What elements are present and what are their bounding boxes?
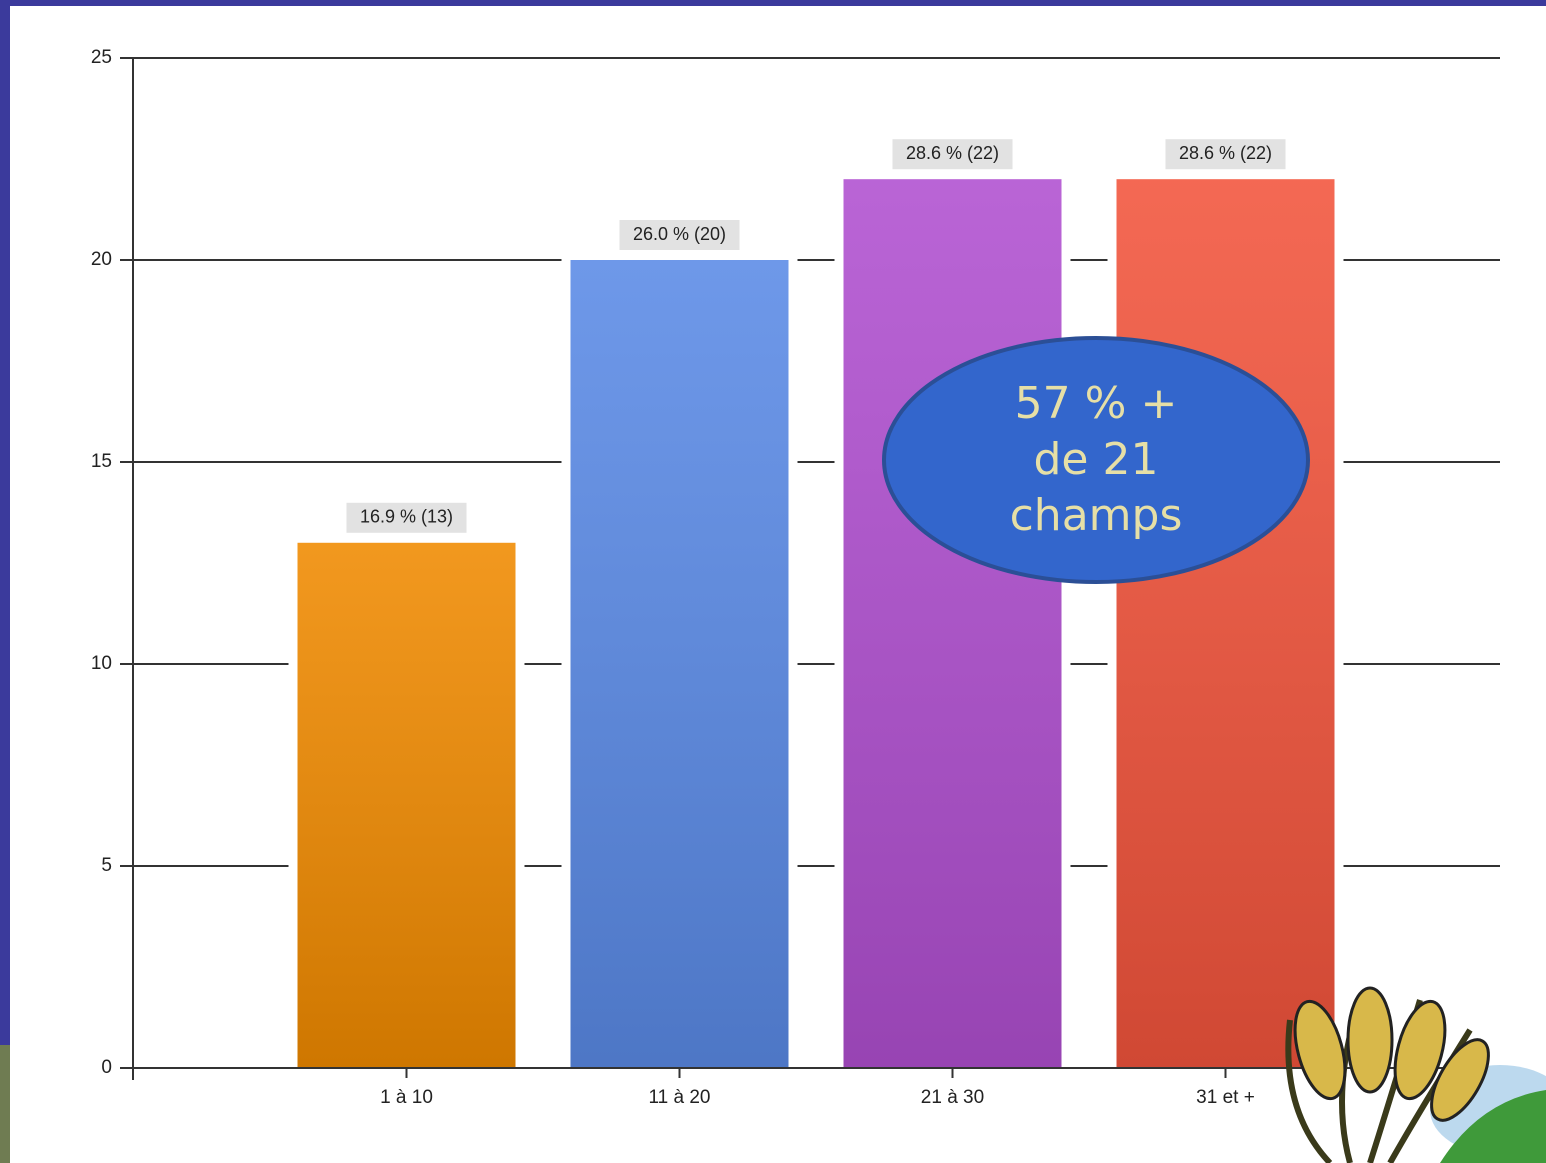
y-tick-label: 10 xyxy=(91,653,112,674)
bar-shade xyxy=(1116,179,1335,1068)
clip-ear xyxy=(1346,986,1394,1094)
y-tick-label: 0 xyxy=(101,1057,112,1078)
value-label: 28.6 % (22) xyxy=(1179,143,1272,163)
callout-text: 57 % + xyxy=(1015,378,1178,429)
bar-shade xyxy=(843,179,1062,1068)
value-label-box xyxy=(1165,139,1286,170)
x-tick-label: 31 et + xyxy=(1196,1087,1255,1108)
value-label-box xyxy=(892,139,1013,170)
y-tick-label: 15 xyxy=(91,451,112,472)
wheat-clipart xyxy=(1285,986,1546,1163)
y-tick-label: 20 xyxy=(91,249,112,270)
value-label: 16.9 % (13) xyxy=(360,507,453,527)
y-tick-label: 5 xyxy=(101,855,112,876)
y-tick-label: 25 xyxy=(91,47,112,68)
clip-field xyxy=(1440,1090,1546,1163)
callout-text: champs xyxy=(1010,490,1183,541)
callout xyxy=(882,336,1310,584)
x-tick-label: 11 à 20 xyxy=(649,1087,711,1108)
plot: 0 5 10 15 20 25 16.9 % (13) 1 à 10 26.0 % (20) 11… xyxy=(91,47,1500,1108)
bar-shade xyxy=(297,542,516,1068)
bar-shade xyxy=(570,260,789,1068)
left-border-lower xyxy=(0,1045,10,1163)
x-tick-label: 1 à 10 xyxy=(380,1087,433,1108)
top-border xyxy=(0,0,1546,6)
value-label: 26.0 % (20) xyxy=(633,224,726,244)
clip-ear xyxy=(1393,999,1447,1101)
value-label: 28.6 % (22) xyxy=(906,143,999,163)
left-border xyxy=(0,0,10,1045)
value-label-box xyxy=(619,220,740,250)
clip-ear xyxy=(1293,999,1347,1101)
clip-ear xyxy=(1430,1038,1490,1122)
callout-text: de 21 xyxy=(1034,434,1159,485)
x-tick-label: 21 à 30 xyxy=(921,1087,984,1108)
value-label-box xyxy=(346,502,467,533)
